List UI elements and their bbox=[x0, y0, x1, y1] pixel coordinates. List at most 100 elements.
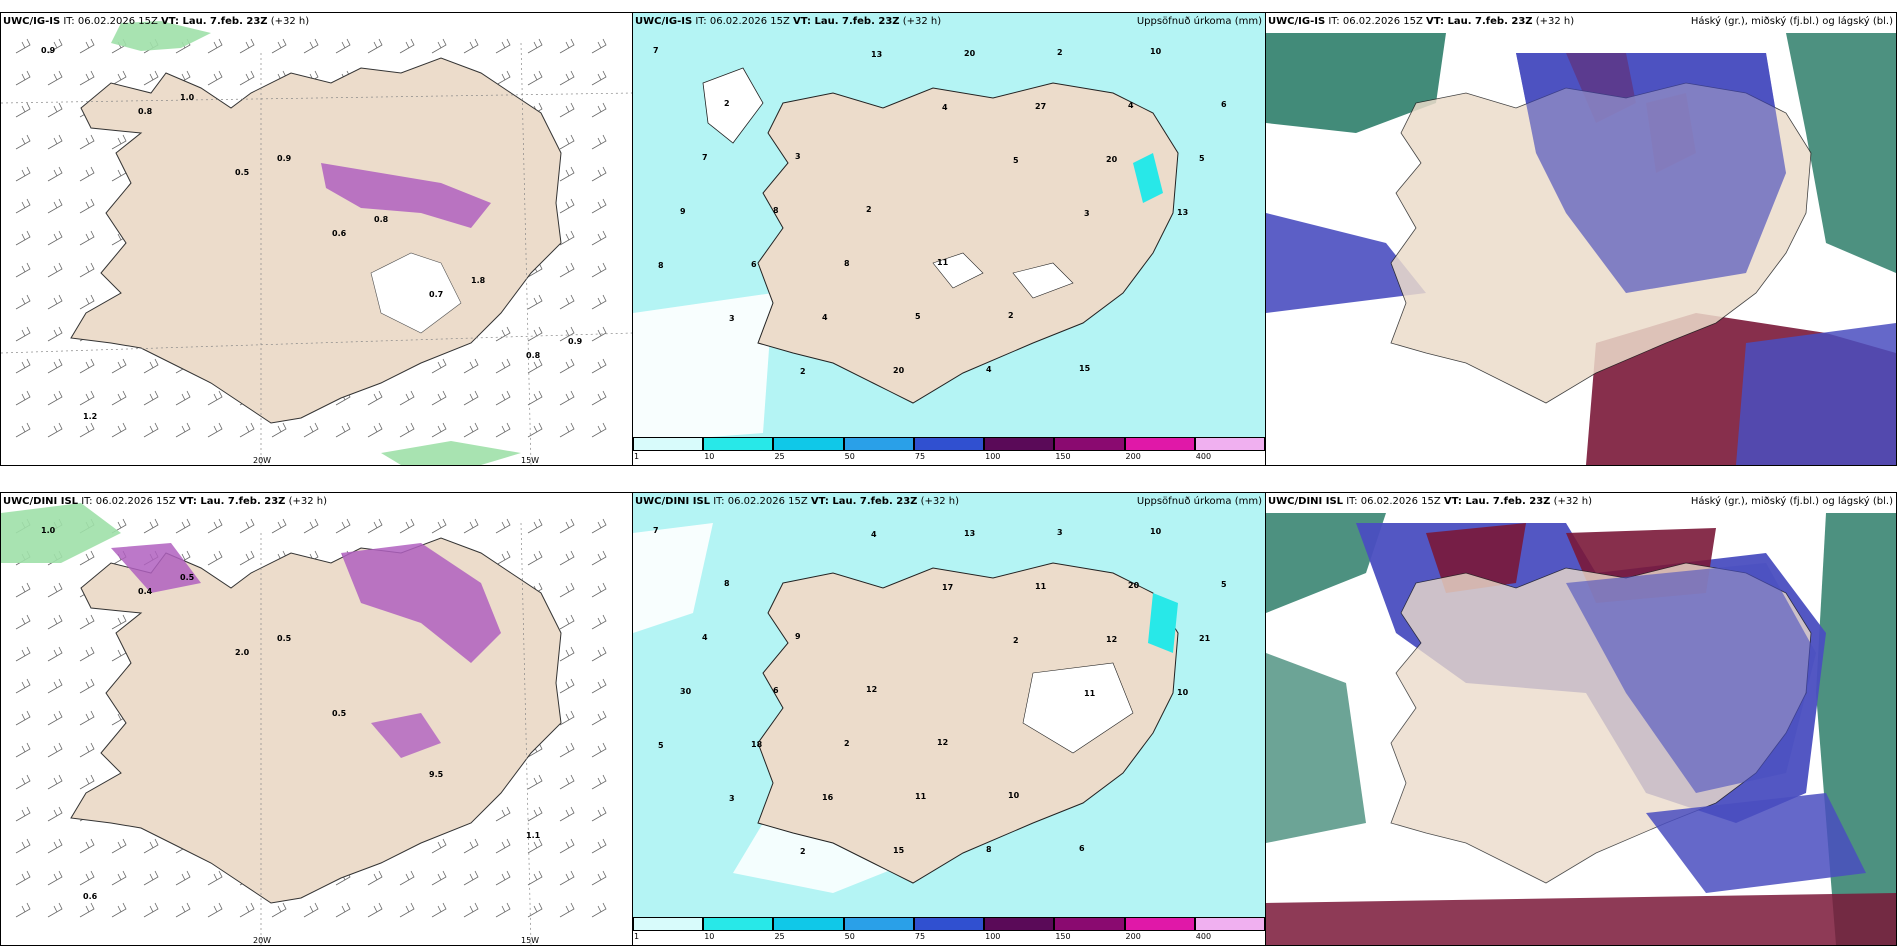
wind-barb bbox=[79, 902, 95, 918]
wind-barb bbox=[207, 70, 223, 86]
wind-barb bbox=[559, 646, 575, 662]
wind-barb bbox=[47, 646, 63, 662]
precip-value-label: 7 bbox=[653, 46, 659, 55]
wind-barb bbox=[591, 902, 607, 918]
wind-barb bbox=[335, 518, 351, 534]
wind-barb bbox=[111, 134, 127, 150]
wind-map: 1.0 0.4 2.0 0.5 9.5 1.1 0.6 0.5 0.5 bbox=[1, 493, 632, 945]
wind-barb bbox=[111, 70, 127, 86]
wind-barb bbox=[239, 38, 255, 54]
wind-barb bbox=[591, 422, 607, 438]
wind-barb bbox=[207, 422, 223, 438]
wind-barb bbox=[495, 358, 511, 374]
precip-value-label: 8 bbox=[724, 579, 730, 588]
wind-barb bbox=[591, 518, 607, 534]
wind-barb bbox=[47, 806, 63, 822]
wind-barb bbox=[207, 38, 223, 54]
wind-barb bbox=[399, 518, 415, 534]
wind-barb bbox=[527, 70, 543, 86]
wind-barb bbox=[79, 678, 95, 694]
precip-value-label: 11 bbox=[937, 258, 949, 267]
wind-barb bbox=[495, 70, 511, 86]
precip-value-label: 4 bbox=[702, 633, 708, 642]
panel-title: UWC/IG-IS IT: 06.02.2026 15Z VT: Lau. 7.… bbox=[3, 16, 310, 27]
precip-value-label: 13 bbox=[964, 529, 975, 538]
wind-barb bbox=[463, 422, 479, 438]
wind-barb bbox=[79, 38, 95, 54]
precip-value-label: 5 bbox=[1013, 156, 1019, 165]
wind-barb bbox=[591, 38, 607, 54]
wind-barb bbox=[15, 838, 31, 854]
wind-barb bbox=[527, 518, 543, 534]
wind-barb bbox=[559, 582, 575, 598]
wind-barb bbox=[559, 838, 575, 854]
precip-value-label: 13 bbox=[1177, 208, 1188, 217]
precip-value-label: 6 bbox=[751, 260, 757, 269]
wind-value-label: 1.0 bbox=[41, 526, 56, 535]
colorbar-swatch bbox=[1054, 917, 1125, 931]
wind-barb bbox=[15, 870, 31, 886]
wind-barb bbox=[591, 166, 607, 182]
wind-barb bbox=[15, 742, 31, 758]
wind-value-label: 1.2 bbox=[83, 412, 97, 421]
wind-barb bbox=[591, 390, 607, 406]
wind-barb bbox=[527, 902, 543, 918]
wind-barb bbox=[591, 838, 607, 854]
colorbar-swatch bbox=[1194, 437, 1265, 451]
wind-barb bbox=[111, 614, 127, 630]
precip-value-label: 3 bbox=[795, 152, 801, 161]
wind-barb bbox=[207, 518, 223, 534]
precip-value-label: 8 bbox=[658, 261, 664, 270]
colorbar-label: 75 bbox=[914, 932, 926, 941]
colorbar-swatch bbox=[633, 437, 704, 451]
colorbar-label: 400 bbox=[1195, 452, 1212, 461]
wind-barb bbox=[79, 646, 95, 662]
precip-value-label: 5 bbox=[1221, 580, 1227, 589]
wind-barb bbox=[559, 518, 575, 534]
wind-barb bbox=[15, 902, 31, 918]
wind-barb bbox=[143, 902, 159, 918]
precip-value-label: 2 bbox=[800, 367, 806, 376]
wind-barb bbox=[527, 838, 543, 854]
wind-barb bbox=[207, 870, 223, 886]
wind-barb bbox=[47, 710, 63, 726]
wind-barb bbox=[559, 390, 575, 406]
colorbar-swatch bbox=[633, 917, 704, 931]
wind-barb bbox=[527, 294, 543, 310]
colorbar-label: 10 bbox=[704, 452, 715, 461]
wind-barb bbox=[79, 550, 95, 566]
precip-value-label: 13 bbox=[871, 50, 882, 59]
precip-map: 7891212106105462118320213018161513111210… bbox=[633, 493, 1265, 945]
lon-label-20w: 20W bbox=[253, 936, 272, 945]
wind-barb bbox=[431, 38, 447, 54]
precip-value-label: 17 bbox=[942, 583, 953, 592]
wind-barb bbox=[495, 838, 511, 854]
wind-barb bbox=[431, 838, 447, 854]
wind-barb bbox=[495, 390, 511, 406]
wind-barb bbox=[47, 390, 63, 406]
wind-barb bbox=[591, 646, 607, 662]
precip-value-label: 6 bbox=[773, 686, 779, 695]
iceland-landmass bbox=[757, 82, 1179, 404]
wind-barb bbox=[463, 390, 479, 406]
wind-barb bbox=[431, 358, 447, 374]
wind-barb bbox=[15, 678, 31, 694]
wind-barb bbox=[495, 550, 511, 566]
wind-barb bbox=[47, 870, 63, 886]
precip-value-label: 6 bbox=[1079, 844, 1085, 853]
wind-barb bbox=[559, 422, 575, 438]
precip-value-label: 16 bbox=[822, 793, 834, 802]
wind-barb bbox=[111, 902, 127, 918]
colorbar-label: 25 bbox=[774, 932, 785, 941]
wind-value-label: 1.0 bbox=[180, 93, 195, 102]
precip-value-label: 7 bbox=[702, 153, 708, 162]
wind-barb bbox=[399, 390, 415, 406]
colorbar-label: 200 bbox=[1125, 932, 1141, 941]
precip-value-label: 3 bbox=[729, 794, 735, 803]
precip-value-label: 8 bbox=[773, 206, 779, 215]
wind-value-label: 0.4 bbox=[138, 587, 153, 596]
wind-barb bbox=[239, 550, 255, 566]
precip-value-label: 10 bbox=[1150, 527, 1162, 536]
precip-value-label: 18 bbox=[751, 740, 763, 749]
wind-barb bbox=[79, 710, 95, 726]
